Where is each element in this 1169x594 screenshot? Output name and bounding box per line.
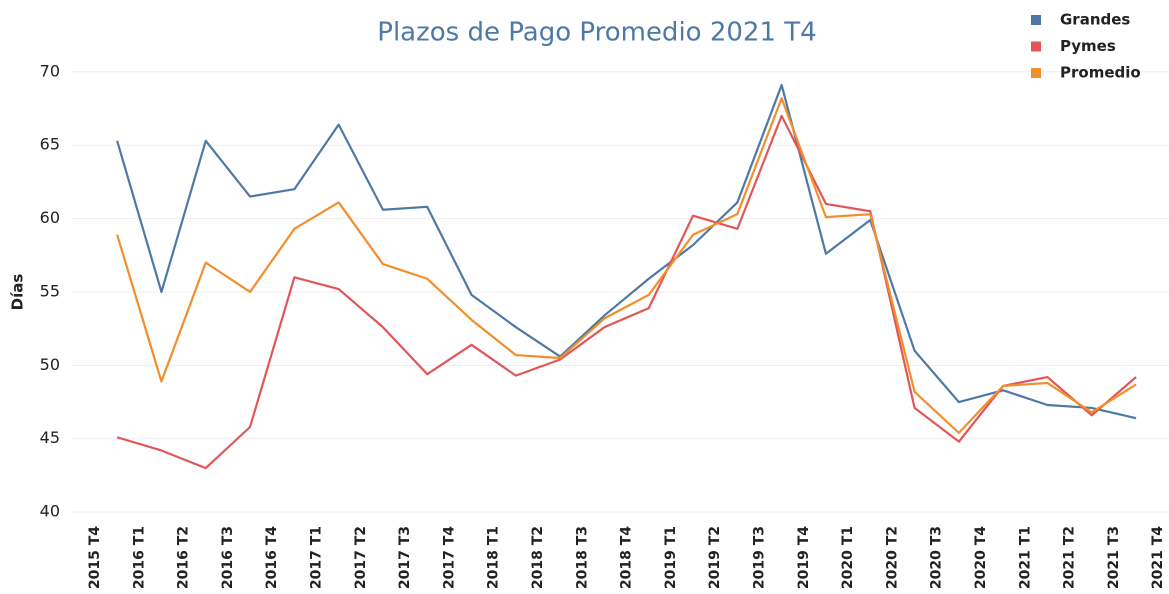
x-tick-label: 2021 T2 [1062,526,1078,589]
y-axis-label: Días [9,274,27,311]
y-tick-label: 50 [40,355,60,374]
x-tick-label: 2016 T1 [131,526,147,589]
x-tick-label: 2020 T1 [840,526,856,589]
x-tick-label: 2016 T2 [176,526,192,589]
x-tick-label: 2017 T4 [441,526,457,589]
x-tick-label: 2016 T3 [220,526,236,589]
legend-swatch [1031,15,1041,25]
x-tick-label: 2016 T4 [264,526,280,589]
x-tick-label: 2021 T1 [1017,526,1033,589]
legend-swatch [1031,41,1041,52]
series-line [116,97,1137,434]
legend-label: Promedio [1060,64,1141,82]
x-tick-label: 2020 T2 [884,526,900,589]
x-tick-label: 2019 T2 [707,526,723,589]
x-tick-label: 2020 T4 [973,526,989,589]
x-tick-label: 2018 T4 [619,526,635,589]
legend-label: Pymes [1060,37,1116,55]
x-tick-label: 2021 T3 [1106,526,1122,589]
legend-label: Grandes [1060,11,1130,29]
x-tick-label: 2017 T2 [353,526,369,589]
x-tick-label: 2018 T1 [486,526,502,589]
x-tick-label: 2018 T3 [574,526,590,589]
y-tick-label: 45 [40,428,60,447]
x-tick-label: 2020 T3 [929,526,945,589]
chart-title: Plazos de Pago Promedio 2021 T4 [377,18,816,48]
x-tick-label: 2018 T2 [530,526,546,589]
x-tick-label: 2021 T4 [1150,526,1166,589]
x-tick-label: 2019 T4 [796,526,812,589]
y-tick-label: 70 [40,61,60,80]
series-line [116,83,1137,420]
series-line [116,114,1137,470]
x-tick-label: 2017 T1 [309,526,325,589]
x-tick-label: 2015 T4 [87,526,103,589]
y-tick-label: 60 [40,208,60,227]
x-tick-label: 2019 T1 [663,526,679,589]
y-tick-label: 55 [40,281,60,300]
x-tick-label: 2019 T3 [752,526,768,589]
x-tick-label: 2017 T3 [397,526,413,589]
y-tick-label: 40 [40,502,60,521]
y-tick-label: 65 [40,135,60,154]
legend-swatch [1031,68,1041,78]
